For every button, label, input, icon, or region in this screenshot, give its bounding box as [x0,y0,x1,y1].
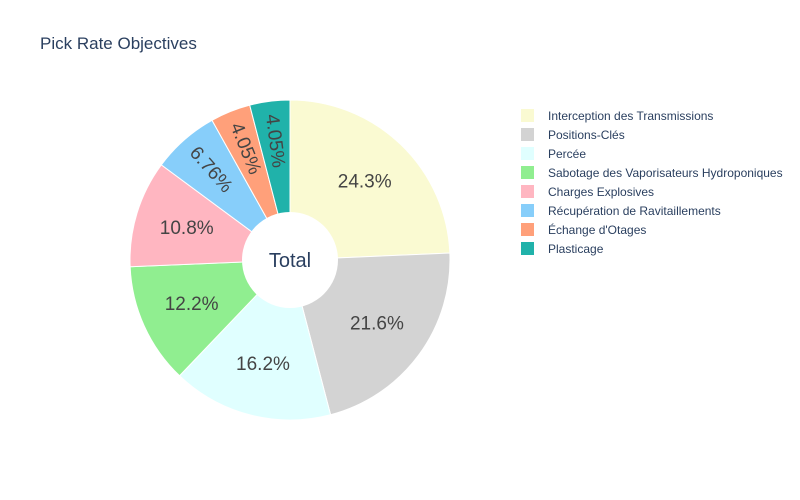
pie-slice-label: 10.8% [160,218,214,239]
legend-swatch [521,185,534,198]
pie-slices [129,99,451,421]
pie-slice-label: 24.3% [338,171,392,192]
legend-label: Interception des Transmissions [548,108,714,123]
legend-item[interactable]: Positions-Clés [521,125,783,144]
legend-item[interactable]: Sabotage des Vaporisateurs Hydroponiques [521,163,783,182]
legend-label: Plasticage [548,241,604,256]
legend-swatch [521,128,534,141]
legend-item[interactable]: Charges Explosives [521,182,783,201]
legend-label: Récupération de Ravitaillements [548,203,721,218]
chart-legend: Interception des Transmissions Positions-… [521,106,783,258]
pie-slice-label: 21.6% [350,314,404,335]
legend-label: Sabotage des Vaporisateurs Hydroponiques [548,165,783,180]
pie-slice-label: 12.2% [165,294,219,315]
chart-title: Pick Rate Objectives [40,34,197,53]
legend-item[interactable]: Plasticage [521,239,783,258]
legend-item[interactable]: Récupération de Ravitaillements [521,201,783,220]
legend-swatch [521,147,534,160]
pie-slice[interactable] [289,99,451,261]
legend-item[interactable]: Interception des Transmissions [521,106,783,125]
pie-slice[interactable] [129,259,292,377]
legend-item[interactable]: Percée [521,144,783,163]
legend-item[interactable]: Échange d'Otages [521,220,783,239]
pie-center-hole [242,212,338,308]
legend-label: Échange d'Otages [548,222,647,237]
pie-slice-label: 16.2% [236,354,290,375]
legend-swatch [521,242,534,255]
legend-label: Positions-Clés [548,127,625,142]
legend-swatch [521,223,534,236]
legend-swatch [521,109,534,122]
legend-label: Percée [548,146,587,161]
pie-slice[interactable] [289,252,451,416]
legend-swatch [521,166,534,179]
legend-label: Charges Explosives [548,184,655,199]
pie-center-label: Total [269,250,311,272]
legend-swatch [521,204,534,217]
